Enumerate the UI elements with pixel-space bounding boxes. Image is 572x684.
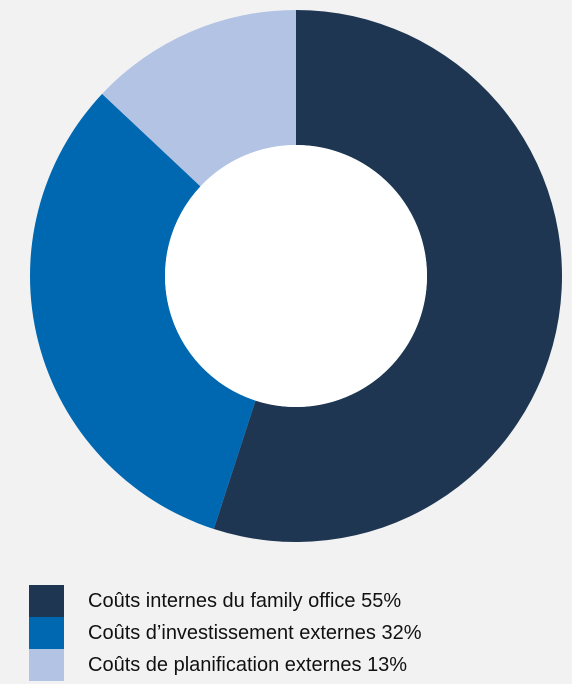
donut-hole: [165, 145, 427, 407]
donut-slice: [213, 10, 563, 542]
donut-slice: [102, 10, 296, 187]
donut-chart: [29, 10, 563, 542]
legend-label: Coûts internes du family office 55%: [88, 590, 402, 612]
legend-label: Coûts de planification externes 13%: [88, 654, 408, 676]
legend-swatch: [29, 617, 64, 649]
legend-item: Coûts d’investissement externes 32%: [29, 617, 422, 649]
legend-item: Coûts internes du family office 55%: [29, 585, 422, 617]
legend-item: Coûts de planification externes 13%: [29, 649, 422, 681]
legend-swatch: [29, 649, 64, 681]
legend-swatch: [29, 585, 64, 617]
donut-slice: [29, 93, 256, 529]
legend-label: Coûts d’investissement externes 32%: [88, 622, 422, 644]
chart-legend: Coûts internes du family office 55% Coût…: [29, 585, 422, 681]
